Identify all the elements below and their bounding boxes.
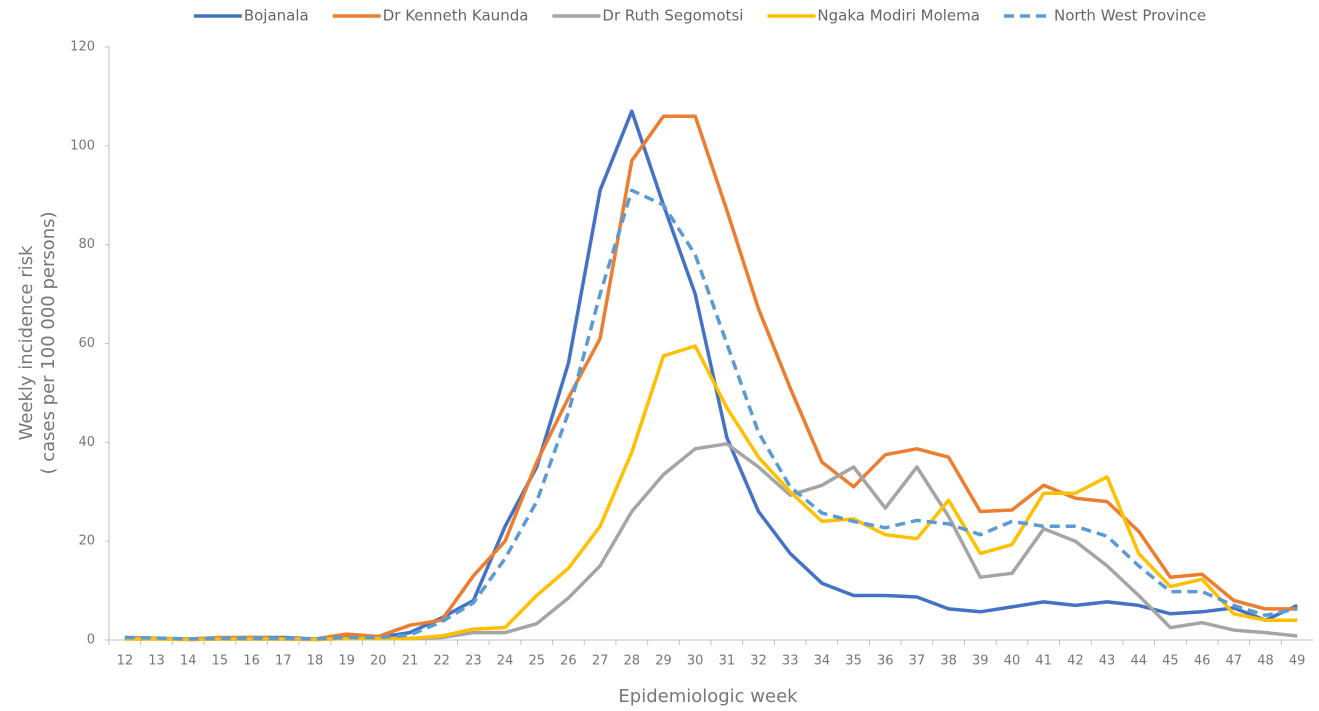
x-tick-label: 37 xyxy=(909,654,926,669)
y-tick-label: 40 xyxy=(78,435,95,450)
y-axis-title: Weekly incidence risk xyxy=(16,245,37,440)
x-tick-label: 27 xyxy=(592,654,609,669)
y-axis-title: ( cases per 100 000 persons) xyxy=(38,211,59,474)
legend-label: Dr Kenneth Kaunda xyxy=(383,7,529,25)
x-tick-label: 39 xyxy=(972,654,989,669)
x-tick-label: 30 xyxy=(687,654,704,669)
series-line xyxy=(125,190,1297,639)
x-tick-label: 31 xyxy=(719,654,736,669)
x-tick-label: 20 xyxy=(370,654,387,669)
y-tick-label: 80 xyxy=(78,237,95,252)
x-tick-label: 29 xyxy=(655,654,672,669)
x-tick-label: 26 xyxy=(560,654,577,669)
y-tick-label: 20 xyxy=(78,534,95,549)
x-tick-label: 22 xyxy=(433,654,450,669)
x-tick-label: 13 xyxy=(148,654,165,669)
y-tick-label: 60 xyxy=(78,336,95,351)
x-tick-label: 28 xyxy=(624,654,641,669)
series-line xyxy=(125,346,1297,640)
x-tick-label: 23 xyxy=(465,654,482,669)
legend: Bojanala Dr Kenneth Kaunda Dr Ruth Segomot… xyxy=(194,7,1206,25)
chart: Epidemiologic week Weekly incidence risk… xyxy=(0,0,1319,711)
x-tick-label: 14 xyxy=(180,654,197,669)
y-tick-label: 0 xyxy=(87,633,95,648)
x-tick-label: 43 xyxy=(1099,654,1116,669)
x-tick-label: 24 xyxy=(497,654,514,669)
x-tick-label: 32 xyxy=(750,654,767,669)
legend-label: North West Province xyxy=(1054,7,1206,25)
x-axis-title: Epidemiologic week xyxy=(618,686,798,707)
x-tick-label: 47 xyxy=(1226,654,1243,669)
x-tick-label: 45 xyxy=(1162,654,1179,669)
legend-label: Ngaka Modiri Molema xyxy=(817,7,980,25)
x-tick-label: 42 xyxy=(1067,654,1084,669)
x-tick-label: 48 xyxy=(1257,654,1274,669)
x-tick-label: 41 xyxy=(1035,654,1052,669)
x-tick-label: 36 xyxy=(877,654,894,669)
x-tick-label: 18 xyxy=(307,654,324,669)
series-line xyxy=(125,444,1297,640)
x-tick-label: 21 xyxy=(402,654,419,669)
y-tick-label: 100 xyxy=(70,138,95,153)
x-tick-label: 38 xyxy=(940,654,957,669)
x-tick-label: 16 xyxy=(243,654,260,669)
x-tick-label: 34 xyxy=(814,654,831,669)
x-tick-label: 49 xyxy=(1289,654,1306,669)
x-tick-label: 19 xyxy=(338,654,355,669)
y-tick-label: 120 xyxy=(70,40,95,55)
legend-label: Dr Ruth Segomotsi xyxy=(602,7,743,25)
x-tick-label: 46 xyxy=(1194,654,1211,669)
x-tick-label: 44 xyxy=(1130,654,1147,669)
x-tick-label: 33 xyxy=(782,654,799,669)
x-tick-label: 25 xyxy=(528,654,545,669)
x-tick-label: 35 xyxy=(845,654,862,669)
x-tick-label: 40 xyxy=(1004,654,1021,669)
x-tick-label: 12 xyxy=(117,654,134,669)
legend-label: Bojanala xyxy=(244,7,309,25)
x-tick-label: 15 xyxy=(212,654,229,669)
x-tick-label: 17 xyxy=(275,654,292,669)
